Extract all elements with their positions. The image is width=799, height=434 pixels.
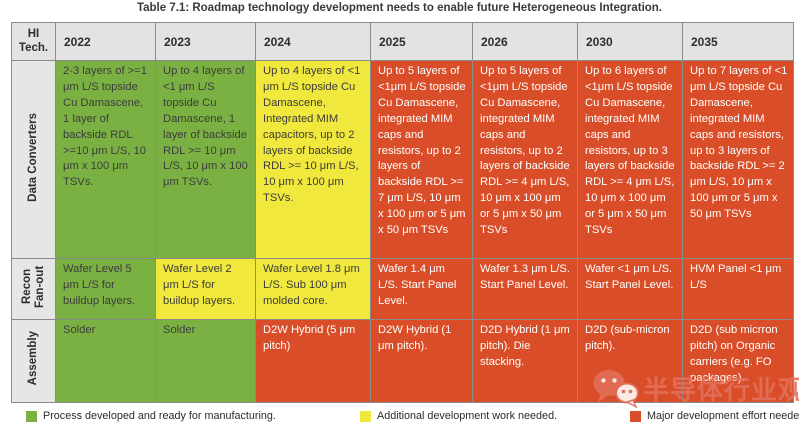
- legend-label-yellow: Additional development work needed.: [377, 410, 558, 422]
- roadmap-table: HI Tech. 2022 2023 2024 2025 2026 2030 2…: [11, 22, 794, 403]
- green-swatch: [26, 410, 37, 422]
- table-row-assembly: Assembly Solder Solder D2W Hybrid (5 μm …: [11, 319, 794, 403]
- cell-data-converters-2024: Up to 4 layers of <1 μm L/S topside Cu D…: [255, 60, 371, 259]
- cell-assembly-2025: D2W Hybrid (1 μm pitch).: [370, 319, 473, 403]
- row-label-recon-fan-out: Recon Fan-out: [11, 258, 56, 320]
- legend-item-red: Major development effort needed for HVM.: [630, 410, 799, 422]
- corner-header: HI Tech.: [11, 22, 56, 61]
- cell-data-converters-2026: Up to 5 layers of <1μm L/S topside Cu Da…: [472, 60, 578, 259]
- cell-data-converters-2025: Up to 5 layers of <1μm L/S topside Cu Da…: [370, 60, 473, 259]
- row-label-text: Assembly: [27, 331, 40, 386]
- table-title: Table 7.1: Roadmap technology developmen…: [136, 2, 663, 14]
- cell-recon-2025: Wafer 1.4 μm L/S. Start Panel Level.: [370, 258, 473, 320]
- cell-recon-2024: Wafer Level 1.8 μm L/S. Sub 100 μm molde…: [255, 258, 371, 320]
- cell-assembly-2030: D2D (sub-micron pitch).: [577, 319, 683, 403]
- red-swatch: [630, 410, 641, 422]
- table-row-data-converters: Data Converters 2-3 layers of >=1 μm L/S…: [11, 60, 794, 259]
- cell-recon-2023: Wafer Level 2 μm L/S for buildup layers.: [155, 258, 256, 320]
- cell-assembly-2023: Solder: [155, 319, 256, 403]
- cell-recon-2035: HVM Panel <1 μm L/S: [682, 258, 794, 320]
- year-header-2022: 2022: [55, 22, 156, 61]
- cell-assembly-2026: D2D Hybrid (1 μm pitch). Die stacking.: [472, 319, 578, 403]
- cell-data-converters-2023: Up to 4 layers of <1 μm L/S topside Cu D…: [155, 60, 256, 259]
- year-header-2026: 2026: [472, 22, 578, 61]
- cell-assembly-2024: D2W Hybrid (5 μm pitch): [255, 319, 371, 403]
- legend-item-green: Process developed and ready for manufact…: [26, 410, 276, 422]
- cell-recon-2026: Wafer 1.3 μm L/S. Start Panel Level.: [472, 258, 578, 320]
- legend-label-red: Major development effort needed for HVM.: [647, 410, 799, 422]
- cell-assembly-2035: D2D (sub micrron pitch) on Organic carri…: [682, 319, 794, 403]
- year-header-2023: 2023: [155, 22, 256, 61]
- year-header-2025: 2025: [370, 22, 473, 61]
- year-header-2035: 2035: [682, 22, 794, 61]
- cell-recon-2030: Wafer <1 μm L/S. Start Panel Level.: [577, 258, 683, 320]
- row-label-data-converters: Data Converters: [11, 60, 56, 259]
- row-label-assembly: Assembly: [11, 319, 56, 403]
- legend-item-yellow: Additional development work needed.: [360, 410, 557, 422]
- cell-data-converters-2035: Up to 7 layers of <1 μm L/S topside Cu D…: [682, 60, 794, 259]
- row-label-text: Recon Fan-out: [20, 265, 46, 308]
- year-header-2024: 2024: [255, 22, 371, 61]
- year-header-2030: 2030: [577, 22, 683, 61]
- yellow-swatch: [360, 410, 371, 422]
- cell-data-converters-2022: 2-3 layers of >=1 μm L/S topside Cu Dama…: [55, 60, 156, 259]
- table-row-recon-fan-out: Recon Fan-out Wafer Level 5 μm L/S for b…: [11, 258, 794, 320]
- header-row: HI Tech. 2022 2023 2024 2025 2026 2030 2…: [11, 22, 794, 61]
- legend-label-green: Process developed and ready for manufact…: [43, 410, 276, 422]
- cell-assembly-2022: Solder: [55, 319, 156, 403]
- row-label-text: Data Converters: [27, 112, 40, 202]
- cell-recon-2022: Wafer Level 5 μm L/S for buildup layers.: [55, 258, 156, 320]
- cell-data-converters-2030: Up to 6 layers of <1μm L/S topside Cu Da…: [577, 60, 683, 259]
